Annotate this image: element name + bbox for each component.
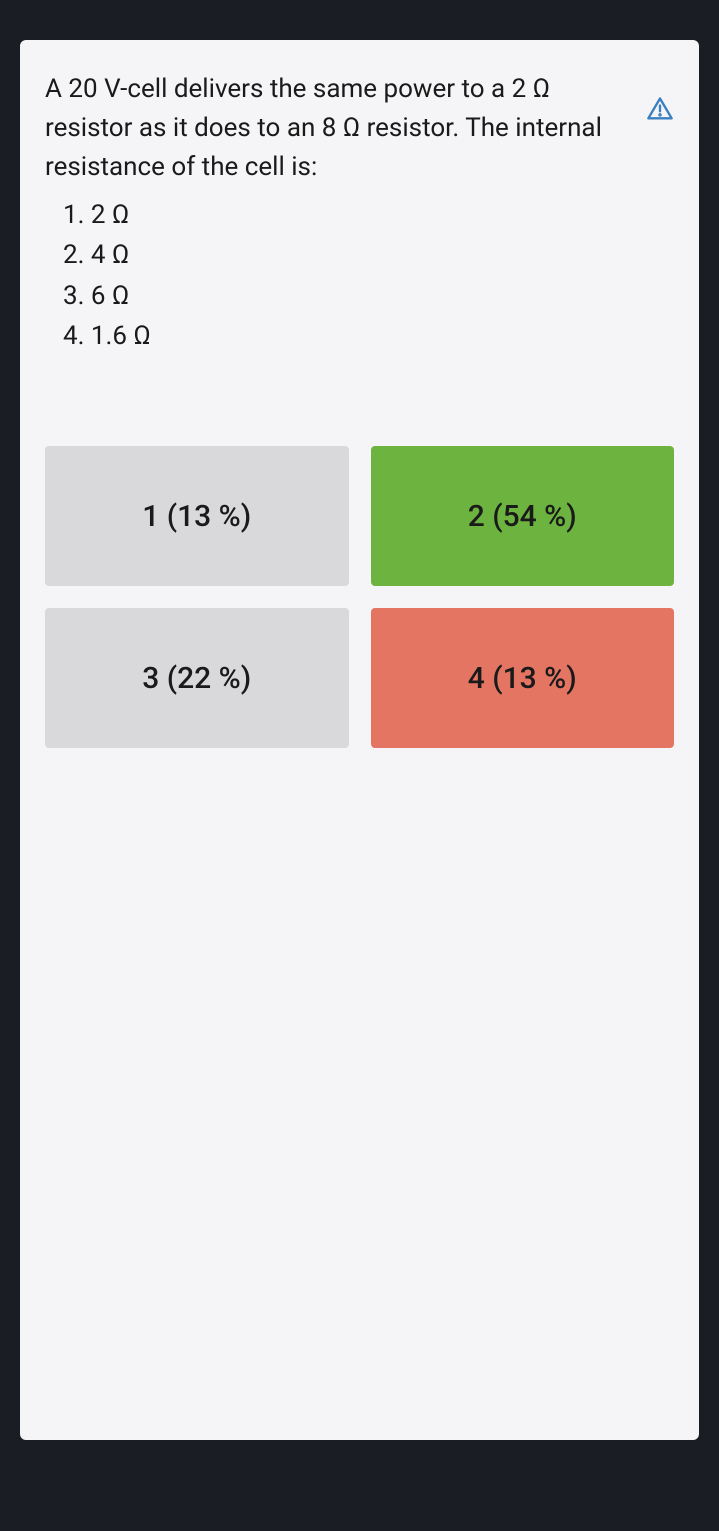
warning-icon[interactable] — [646, 95, 674, 123]
option-number: 4. — [63, 321, 84, 351]
result-bar-3[interactable]: 3 (22 %) — [45, 608, 349, 748]
option-3: 3. 6 Ω — [63, 276, 674, 316]
poll-results: 1 (13 %) 2 (54 %) 3 (22 %) 4 (13 %) — [45, 446, 674, 748]
option-4: 4. 1.6 Ω — [63, 316, 674, 356]
option-label: 2 Ω — [91, 200, 129, 230]
result-bar-2[interactable]: 2 (54 %) — [371, 446, 675, 586]
result-bar-1[interactable]: 1 (13 %) — [45, 446, 349, 586]
option-number: 2. — [63, 240, 84, 270]
question-text: A 20 V-cell delivers the same power to a… — [45, 70, 674, 187]
result-label: 1 (13 %) — [142, 499, 251, 534]
option-number: 1. — [63, 200, 84, 230]
option-1: 1. 2 Ω — [63, 195, 674, 235]
option-2: 2. 4 Ω — [63, 235, 674, 275]
result-bar-4[interactable]: 4 (13 %) — [371, 608, 675, 748]
result-label: 4 (13 %) — [468, 661, 577, 696]
option-label: 4 Ω — [91, 240, 129, 270]
option-label: 6 Ω — [91, 281, 129, 311]
option-number: 3. — [63, 281, 84, 311]
answer-options: 1. 2 Ω 2. 4 Ω 3. 6 Ω 4. 1.6 Ω — [63, 195, 674, 356]
result-label: 3 (22 %) — [142, 661, 251, 696]
quiz-screen: A 20 V-cell delivers the same power to a… — [20, 40, 699, 1440]
option-label: 1.6 Ω — [91, 321, 151, 351]
result-label: 2 (54 %) — [468, 499, 577, 534]
